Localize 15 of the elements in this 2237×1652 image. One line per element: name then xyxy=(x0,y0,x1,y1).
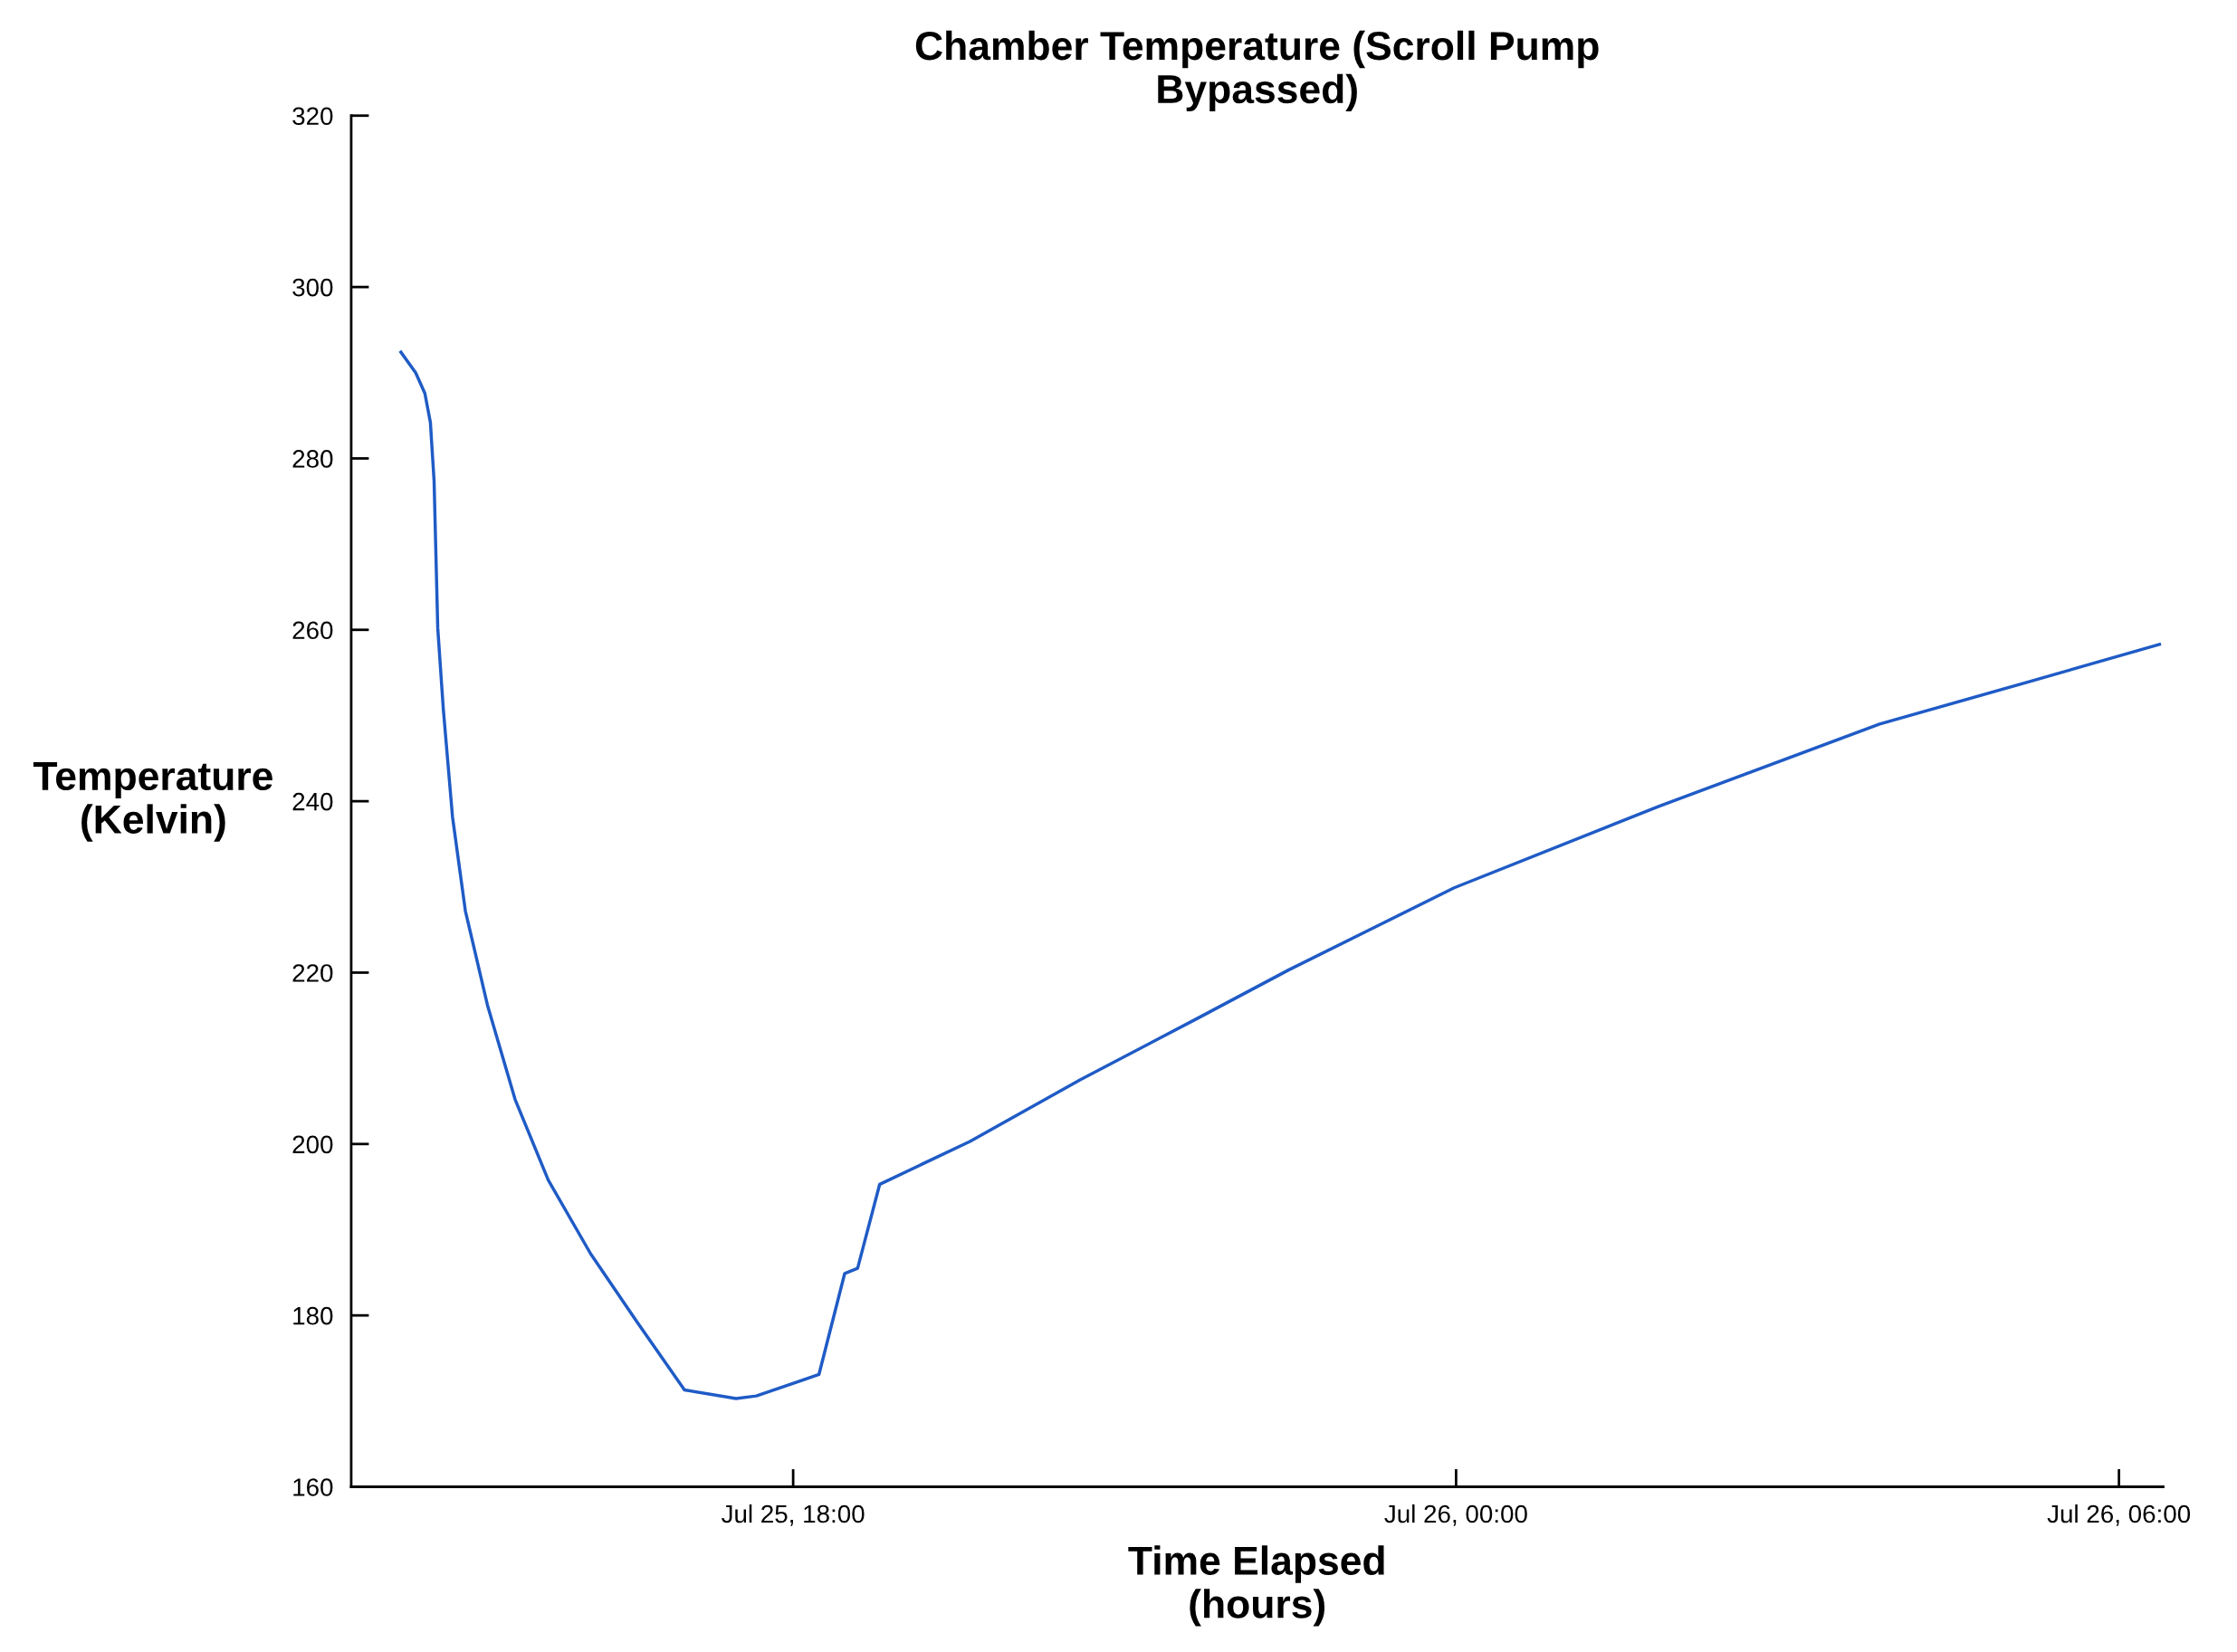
y-tick-label: 320 xyxy=(292,107,333,126)
y-tick-label: 200 xyxy=(292,1135,333,1154)
x-tick-label: Jul 25, 18:00 xyxy=(722,1504,865,1526)
y-tick-label: 240 xyxy=(292,792,333,811)
chart-title: Chamber Temperature (Scroll Pump Bypassed) xyxy=(915,30,1599,112)
y-tick-label: 280 xyxy=(292,450,333,468)
x-tick-label: Jul 26, 06:00 xyxy=(2047,1504,2191,1526)
y-tick-label: 220 xyxy=(292,964,333,982)
x-tick-label: Jul 26, 00:00 xyxy=(1384,1504,1527,1526)
y-tick-label: 260 xyxy=(292,621,333,640)
y-tick-label: 160 xyxy=(293,1478,333,1496)
x-axis-title: Time Elapsed (hours) xyxy=(1128,1545,1384,1627)
y-tick-label: 180 xyxy=(293,1306,333,1325)
y-tick-label: 300 xyxy=(292,278,333,297)
y-axis-title: Temperature (Kelvin) xyxy=(33,762,272,842)
